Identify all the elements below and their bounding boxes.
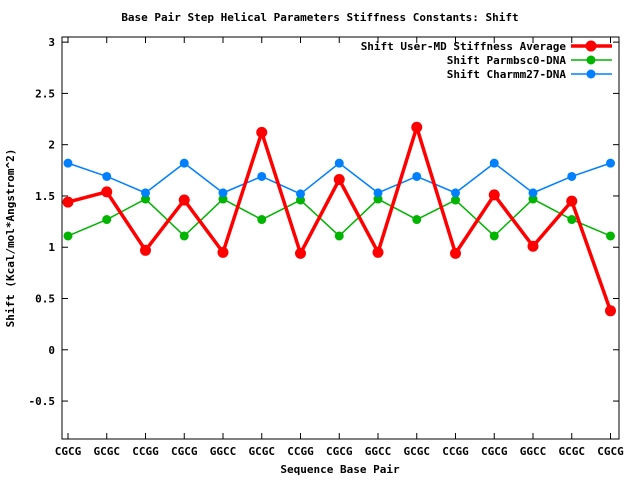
series-line bbox=[67, 198, 611, 237]
data-point-marker bbox=[257, 215, 267, 225]
data-point-marker bbox=[296, 189, 305, 199]
data-point-marker bbox=[567, 171, 577, 181]
data-point-marker bbox=[527, 240, 539, 252]
data-point-marker bbox=[102, 215, 112, 225]
x-tick-label: GCGC bbox=[559, 445, 586, 458]
y-tick-label: 1.5 bbox=[35, 190, 55, 203]
data-point-marker bbox=[217, 246, 229, 258]
data-point-marker bbox=[179, 158, 189, 168]
data-point-marker bbox=[451, 188, 460, 198]
legend-item-1: Shift Parmbsc0-DNA bbox=[447, 54, 612, 67]
legend-sample-marker bbox=[586, 69, 596, 79]
y-tick-label: -0.5 bbox=[29, 395, 56, 408]
data-point-marker bbox=[334, 231, 344, 241]
data-point-marker bbox=[256, 126, 268, 138]
data-point-marker bbox=[450, 247, 461, 259]
legend-label: Shift User-MD Stiffness Average bbox=[361, 40, 567, 53]
data-point-marker bbox=[63, 231, 73, 241]
x-axis-label: Sequence Base Pair bbox=[280, 463, 400, 476]
series-0 bbox=[62, 121, 616, 317]
data-point-marker bbox=[295, 247, 306, 259]
x-tick-label: CGCG bbox=[326, 445, 353, 458]
data-point-marker bbox=[218, 194, 228, 204]
data-series bbox=[62, 121, 616, 317]
data-point-marker bbox=[411, 121, 423, 133]
legend-sample-marker bbox=[586, 55, 596, 65]
x-tick-label: CGCG bbox=[171, 445, 198, 458]
legend-item-0: Shift User-MD Stiffness Average bbox=[361, 40, 612, 53]
data-point-marker bbox=[141, 188, 150, 198]
data-point-marker bbox=[373, 188, 383, 198]
legend-sample-marker bbox=[585, 40, 597, 52]
y-axis-label: Shift (Kcal/mol*Angstrom^2) bbox=[4, 149, 17, 328]
y-tick-label: 2.5 bbox=[35, 87, 55, 100]
chart-title: Base Pair Step Helical Parameters Stiffn… bbox=[121, 11, 518, 24]
data-point-marker bbox=[296, 195, 305, 205]
data-point-marker bbox=[373, 194, 383, 204]
data-point-marker bbox=[140, 244, 151, 256]
x-tick-label: CGCG bbox=[481, 445, 508, 458]
axis-ticks: -0.5 0 0.5 1 1.5 2 2.5 3 CGCG GCGC CCGG CGCG GGCC GCG… bbox=[29, 36, 625, 458]
data-point-marker bbox=[257, 171, 267, 181]
data-point-marker bbox=[412, 215, 422, 225]
series-2 bbox=[63, 158, 615, 199]
data-point-marker bbox=[62, 196, 74, 208]
x-tick-label: GGCC bbox=[210, 445, 237, 458]
data-point-marker bbox=[179, 231, 189, 241]
y-tick-label: 0.5 bbox=[35, 293, 55, 306]
plot-border bbox=[61, 36, 620, 440]
data-point-marker bbox=[334, 158, 344, 168]
y-tick-label: 0 bbox=[48, 344, 55, 357]
legend-item-2: Shift Charmm27-DNA bbox=[447, 68, 612, 81]
legend-label: Shift Charmm27-DNA bbox=[447, 68, 567, 81]
x-tick-label: CGCG bbox=[597, 445, 624, 458]
x-tick-label: GGCC bbox=[365, 445, 392, 458]
x-tick-label: CCGG bbox=[442, 445, 469, 458]
data-point-marker bbox=[489, 231, 499, 241]
x-tick-label: CCGG bbox=[132, 445, 159, 458]
x-tick-label: GCGC bbox=[94, 445, 121, 458]
data-point-marker bbox=[101, 186, 113, 198]
y-tick-label: 2 bbox=[48, 139, 55, 152]
data-point-marker bbox=[605, 305, 616, 317]
data-point-marker bbox=[372, 246, 384, 258]
data-point-marker bbox=[178, 194, 190, 206]
data-point-marker bbox=[63, 158, 73, 168]
data-point-marker bbox=[412, 171, 422, 181]
data-point-marker bbox=[333, 174, 345, 186]
data-point-marker bbox=[488, 189, 500, 201]
data-point-marker bbox=[566, 195, 578, 207]
series-line bbox=[67, 125, 613, 312]
x-tick-label: CGCG bbox=[55, 445, 82, 458]
x-tick-label: CCGG bbox=[287, 445, 314, 458]
plot-frame bbox=[61, 36, 620, 440]
data-point-marker bbox=[451, 195, 460, 205]
data-point-marker bbox=[606, 158, 615, 168]
y-tick-label: 3 bbox=[48, 36, 55, 49]
data-point-marker bbox=[528, 188, 538, 198]
y-tick-label: 1 bbox=[48, 241, 55, 254]
data-point-marker bbox=[141, 194, 150, 204]
x-tick-label: GCGC bbox=[404, 445, 431, 458]
legend-label: Shift Parmbsc0-DNA bbox=[447, 54, 567, 67]
x-tick-label: GGCC bbox=[520, 445, 547, 458]
data-point-marker bbox=[528, 194, 538, 204]
data-point-marker bbox=[489, 158, 499, 168]
data-point-marker bbox=[606, 231, 615, 241]
x-tick-label: GCGC bbox=[249, 445, 276, 458]
data-point-marker bbox=[218, 188, 228, 198]
series-1 bbox=[63, 194, 615, 241]
data-point-marker bbox=[567, 215, 577, 225]
data-point-marker bbox=[102, 171, 112, 181]
